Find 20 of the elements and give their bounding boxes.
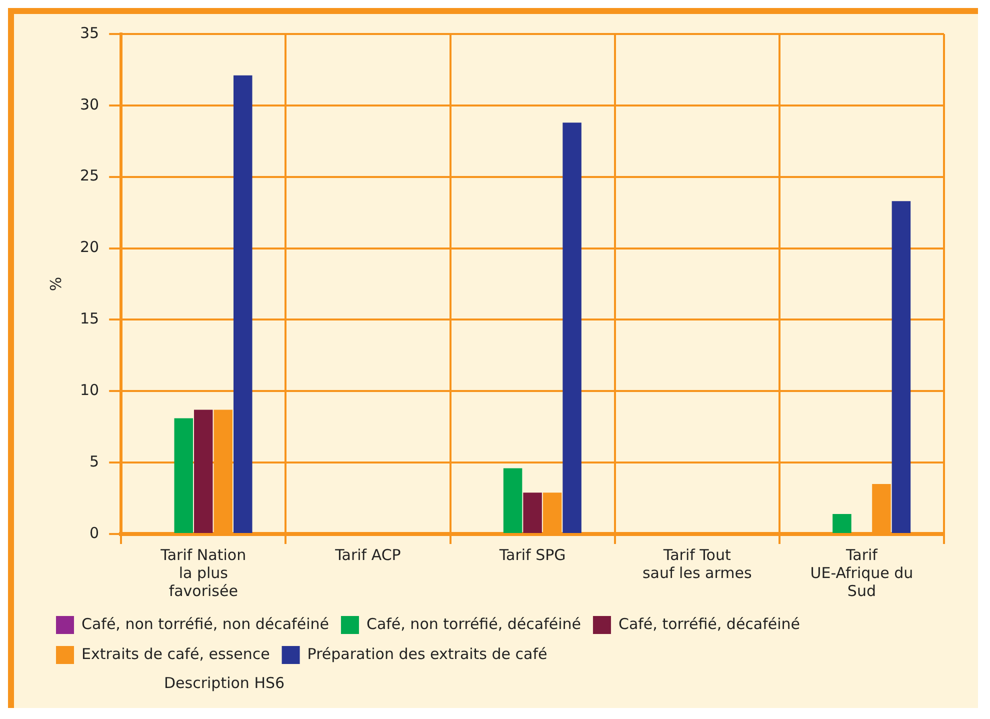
legend-label: Café, torréfié, décaféiné [618, 614, 800, 633]
x-tick-label: Tarif UE-Afrique du Sud [810, 546, 914, 600]
text: Description HS6 [163, 674, 286, 692]
y-tick-label: 0 [90, 524, 100, 542]
legend-label: Préparation des extraits de café [307, 644, 548, 663]
y-axis-title: % [46, 276, 65, 292]
x-tick-label: Tarif Nation la plus favorisée [160, 546, 246, 600]
y-tick-label: 25 [80, 166, 100, 185]
y-tick-label: 35 [80, 24, 100, 42]
y-tick-label: 5 [90, 452, 100, 470]
legend-label: Café, non torréfié, décaféiné [366, 614, 581, 633]
legend-label: Café, non torréfié, non décaféiné [82, 614, 329, 633]
x-tick-label: Tarif ACP [334, 546, 401, 564]
y-tick-label: 10 [80, 381, 100, 400]
y-tick-label: 15 [80, 310, 100, 328]
y-tick-label: 30 [80, 95, 100, 114]
legend-label: Extraits de café, essence [82, 644, 270, 663]
y-tick-label: 20 [80, 238, 100, 256]
x-tick-label: Tarif Tout sauf les armes [642, 546, 752, 582]
x-tick-label: Tarif SPG [498, 546, 566, 564]
